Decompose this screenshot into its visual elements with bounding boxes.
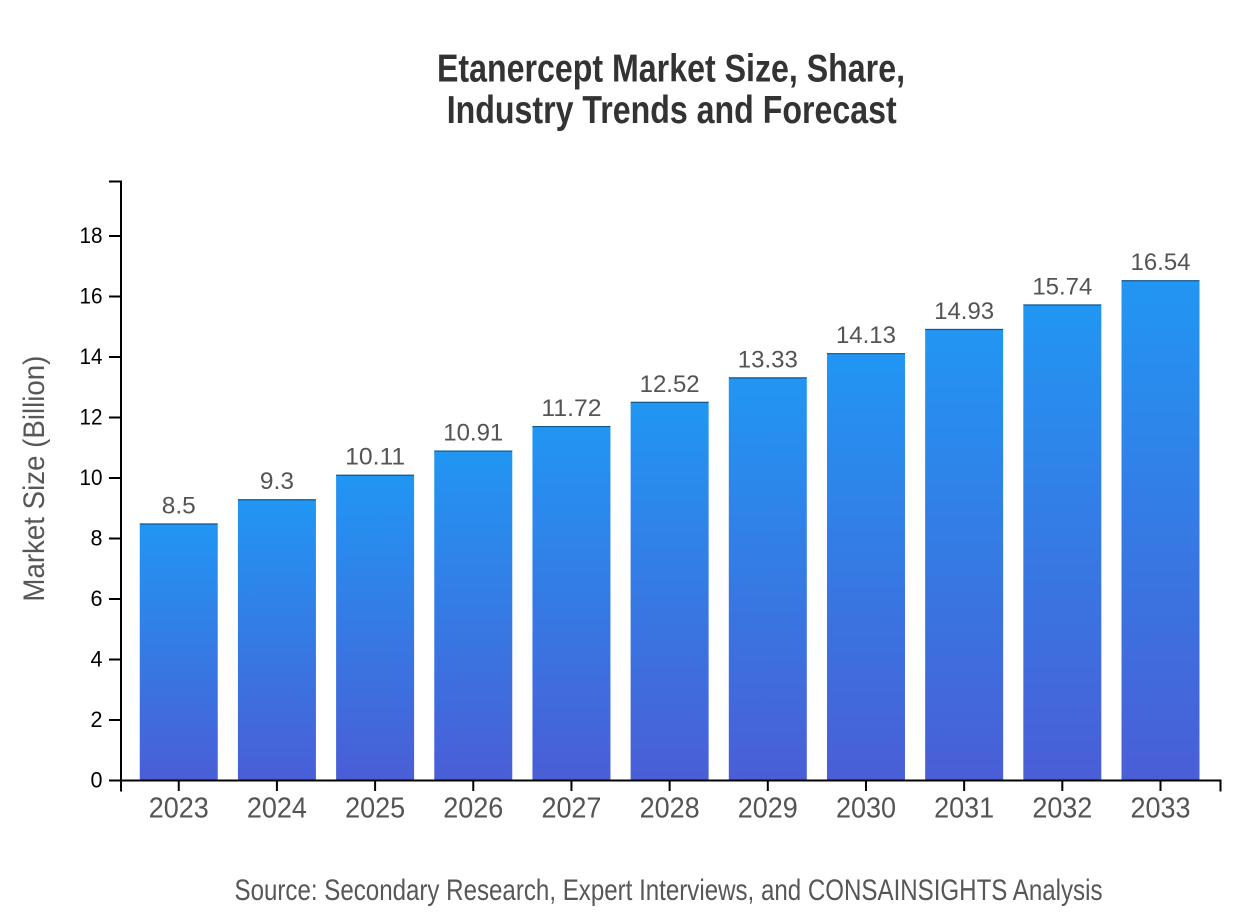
svg-text:Etanercept Market Size, Share,: Etanercept Market Size, Share, — [437, 48, 905, 91]
svg-text:14.13: 14.13 — [836, 322, 896, 349]
svg-text:0: 0 — [91, 768, 103, 793]
svg-text:2032: 2032 — [1032, 793, 1092, 825]
svg-text:15.74: 15.74 — [1032, 273, 1092, 300]
svg-text:13.33: 13.33 — [738, 346, 798, 373]
svg-text:9.3: 9.3 — [260, 468, 294, 495]
svg-text:2026: 2026 — [443, 793, 503, 825]
svg-text:10: 10 — [80, 465, 103, 490]
svg-text:18: 18 — [80, 223, 103, 248]
svg-text:2027: 2027 — [541, 793, 601, 825]
svg-text:Market Size (Billion): Market Size (Billion) — [18, 356, 51, 602]
svg-text:2030: 2030 — [836, 793, 896, 825]
svg-text:8: 8 — [91, 526, 103, 551]
svg-text:10.11: 10.11 — [345, 444, 405, 471]
svg-text:10.91: 10.91 — [443, 419, 503, 446]
svg-text:6: 6 — [91, 586, 103, 611]
svg-text:14: 14 — [80, 344, 103, 369]
svg-text:14.93: 14.93 — [934, 298, 994, 325]
svg-text:2025: 2025 — [345, 793, 405, 825]
svg-text:2028: 2028 — [640, 793, 700, 825]
svg-text:2023: 2023 — [149, 793, 209, 825]
svg-text:2: 2 — [91, 707, 103, 732]
svg-text:Industry Trends and Forecast: Industry Trends and Forecast — [447, 89, 897, 132]
svg-text:2029: 2029 — [738, 793, 798, 825]
svg-text:16.54: 16.54 — [1131, 249, 1191, 276]
svg-text:4: 4 — [91, 647, 103, 672]
svg-text:12: 12 — [80, 405, 103, 430]
svg-text:12.52: 12.52 — [640, 371, 700, 398]
svg-text:16: 16 — [80, 284, 103, 309]
svg-text:8.5: 8.5 — [162, 492, 196, 519]
svg-text:2024: 2024 — [247, 793, 307, 825]
svg-text:11.72: 11.72 — [541, 395, 601, 422]
svg-text:Source: Secondary Research, Ex: Source: Secondary Research, Expert Inter… — [235, 874, 1103, 907]
svg-text:2033: 2033 — [1131, 793, 1191, 825]
svg-text:2031: 2031 — [934, 793, 994, 825]
